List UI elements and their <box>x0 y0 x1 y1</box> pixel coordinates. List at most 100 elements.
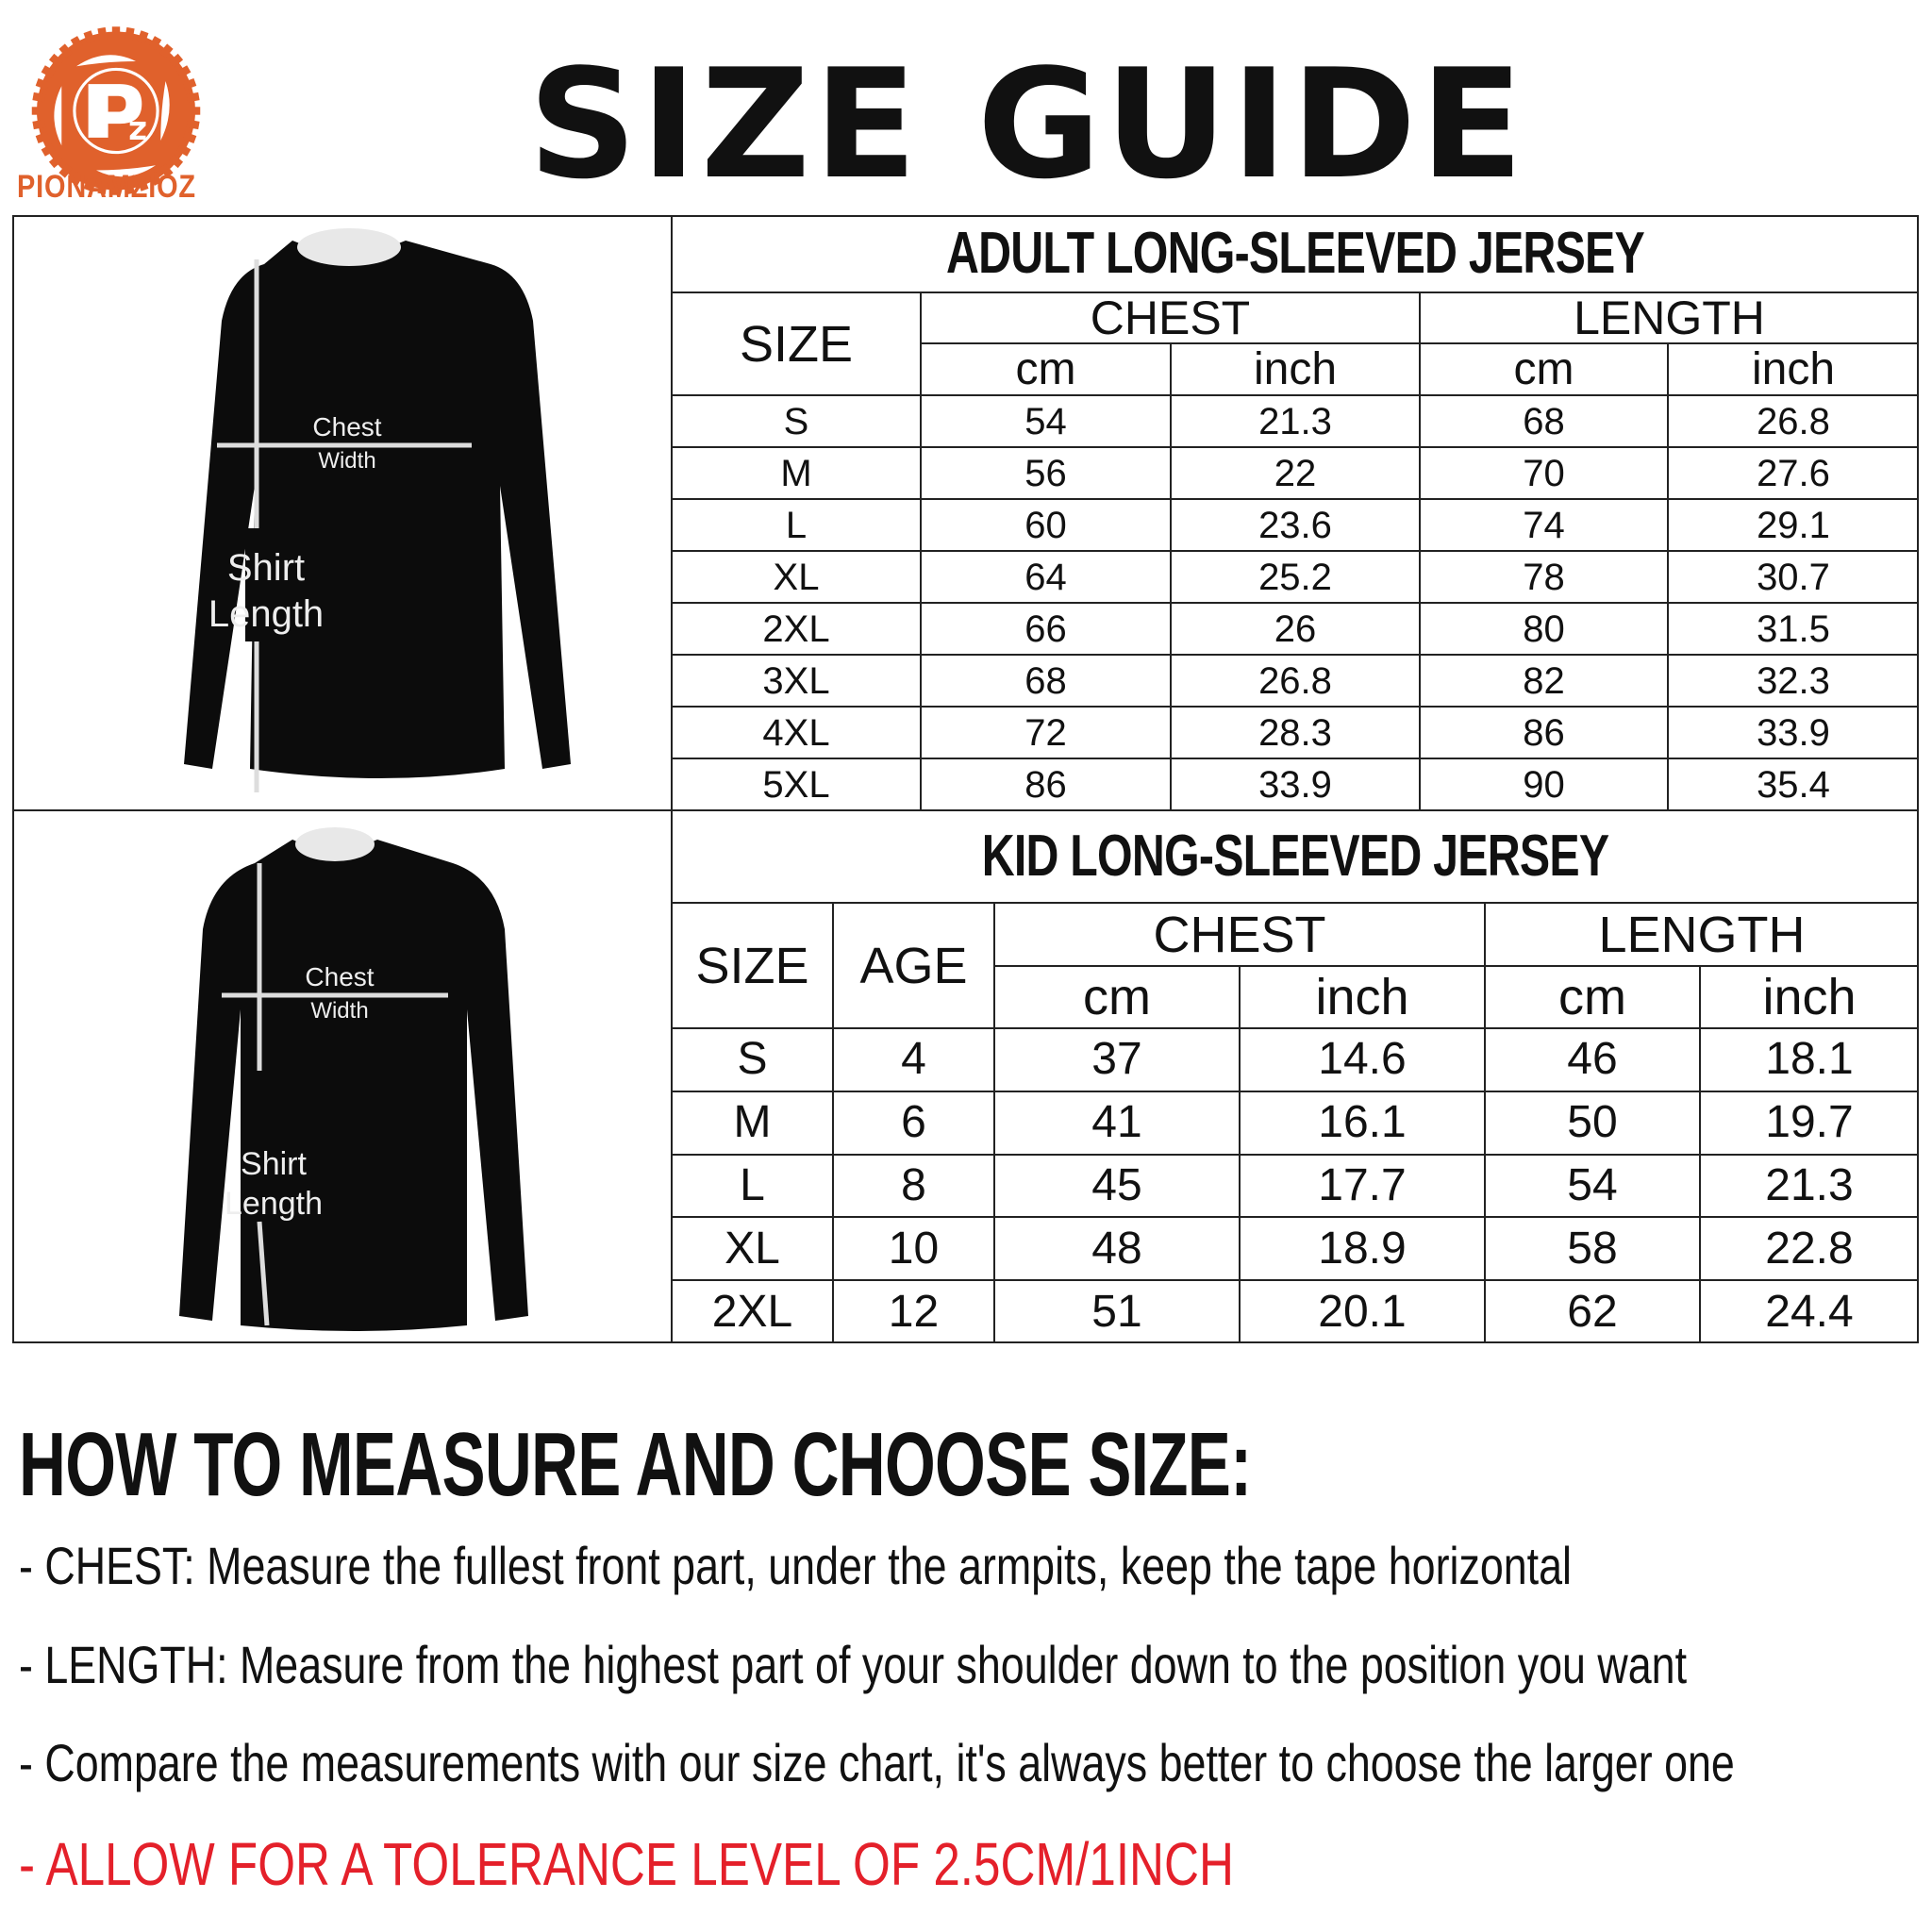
kid-chest-width-label-2: Width <box>310 998 368 1024</box>
kid-cell: 19.7 <box>1765 1097 1854 1148</box>
brand-name: PIONAMZIOZ <box>17 169 196 205</box>
divider <box>1667 343 1669 810</box>
adult-cell: 54 <box>1024 400 1067 442</box>
kid-cell: 24.4 <box>1765 1286 1854 1337</box>
monogram-z-icon <box>129 122 146 140</box>
kid-cell: 18.9 <box>1318 1223 1407 1274</box>
chest-width-label-2: Width <box>318 448 375 474</box>
adult-cell: 28.3 <box>1258 711 1332 754</box>
kid-cell: 46 <box>1567 1034 1618 1085</box>
adult-cell: 80 <box>1523 608 1565 650</box>
kid-header-cm: cm <box>1083 969 1151 1025</box>
kid-shirt-icon <box>179 840 528 1331</box>
adult-cell: 60 <box>1024 504 1067 546</box>
adult-table-title: ADULT LONG-SLEEVED JERSEY <box>945 221 1645 286</box>
divider <box>672 446 1919 448</box>
kid-cell: 16.1 <box>1318 1097 1407 1148</box>
kid-cell: 51 <box>1091 1286 1142 1337</box>
adult-cell: 31.5 <box>1757 608 1830 650</box>
divider <box>12 809 1919 811</box>
adult-cell: 27.6 <box>1757 452 1830 494</box>
adult-cell: 33.9 <box>1258 763 1332 806</box>
adult-cell: 90 <box>1523 763 1565 806</box>
adult-cell: 86 <box>1523 711 1565 754</box>
kid-shirt-diagram: Chest Width Shirt Length <box>179 827 528 1331</box>
adult-cell: 26.8 <box>1757 400 1830 442</box>
adult-cell: 26 <box>1274 608 1317 650</box>
kid-cell: 21.3 <box>1765 1159 1854 1210</box>
chest-instruction-label: - CHEST: <box>19 1536 195 1595</box>
kid-cell: 41 <box>1091 1097 1142 1148</box>
kid-cell: 37 <box>1091 1034 1142 1085</box>
adult-cell: 82 <box>1523 659 1565 702</box>
kid-cell: 17.7 <box>1318 1159 1407 1210</box>
adult-cell: M <box>780 452 812 494</box>
adult-cell: 3XL <box>762 659 830 702</box>
adult-cell: 86 <box>1024 763 1067 806</box>
kid-cell: 54 <box>1567 1159 1618 1210</box>
adult-cell: 22 <box>1274 452 1317 494</box>
adult-cell: S <box>783 400 809 442</box>
adult-header-size: SIZE <box>739 315 854 373</box>
howto-heading: HOW TO MEASURE AND CHOOSE SIZE: <box>19 1414 1252 1515</box>
kid-cell: 2XL <box>711 1286 793 1337</box>
divider <box>672 498 1919 500</box>
divider <box>672 1153 1919 1156</box>
chest-instruction: - CHEST: Measure the fullest front part,… <box>19 1536 1572 1596</box>
adult-cell: 25.2 <box>1258 556 1332 598</box>
kid-cell: 12 <box>888 1286 940 1337</box>
adult-cell: 33.9 <box>1757 711 1830 754</box>
divider <box>672 706 1919 708</box>
adult-cell: 5XL <box>762 763 830 806</box>
adult-cell: 30.7 <box>1757 556 1830 598</box>
adult-cell: 68 <box>1024 659 1067 702</box>
kid-header-cm: cm <box>1558 969 1626 1025</box>
kid-cell: S <box>737 1034 768 1085</box>
kid-cell: 8 <box>901 1159 926 1210</box>
kid-header-inch: inch <box>1762 969 1857 1025</box>
kid-cell: 6 <box>901 1097 926 1148</box>
kid-cell: 62 <box>1567 1286 1618 1337</box>
divider <box>672 902 1919 904</box>
adult-cell: 2XL <box>762 608 830 650</box>
adult-header-inch: inch <box>1751 343 1836 394</box>
divider <box>993 903 995 1343</box>
divider <box>672 1090 1919 1092</box>
divider <box>672 394 1919 396</box>
adult-cell: 70 <box>1523 452 1565 494</box>
kid-shirt-length-label-2: Length <box>225 1186 323 1222</box>
divider <box>672 1027 1919 1029</box>
adult-shirt-icon <box>184 241 571 778</box>
adult-cell: 23.6 <box>1258 504 1332 546</box>
kid-cell: XL <box>724 1223 780 1274</box>
adult-cell: XL <box>773 556 820 598</box>
adult-cell: 64 <box>1024 556 1067 598</box>
adult-header-length: LENGTH <box>1574 291 1765 344</box>
kid-cell: M <box>733 1097 772 1148</box>
kid-cell: 50 <box>1567 1097 1618 1148</box>
kid-header-size: SIZE <box>695 937 809 994</box>
kid-cell: L <box>740 1159 765 1210</box>
kid-header-age: AGE <box>859 937 968 994</box>
length-instruction-label: - LENGTH: <box>19 1635 228 1694</box>
adult-shirt-diagram: Chest Width Shirt Length <box>184 228 571 792</box>
shirt-length-label-2: Length <box>208 593 324 635</box>
kid-cell: 18.1 <box>1765 1034 1854 1085</box>
chest-instruction-text: Measure the fullest front part, under th… <box>207 1536 1573 1595</box>
adult-header-inch: inch <box>1253 343 1338 394</box>
adult-cell: 72 <box>1024 711 1067 754</box>
chest-width-label: Chest <box>312 412 381 441</box>
divider <box>672 291 1919 293</box>
kid-cell: 20.1 <box>1318 1286 1407 1337</box>
adult-cell: 66 <box>1024 608 1067 650</box>
adult-cell: 32.3 <box>1757 659 1830 702</box>
kid-chest-width-label: Chest <box>305 962 374 991</box>
divider <box>672 550 1919 552</box>
kid-header-inch: inch <box>1315 969 1409 1025</box>
divider <box>672 758 1919 759</box>
adult-cell: 4XL <box>762 711 830 754</box>
adult-header-cm: cm <box>1015 343 1076 394</box>
kid-cell: 58 <box>1567 1223 1618 1274</box>
adult-cell: 56 <box>1024 452 1067 494</box>
monogram-p-icon <box>88 84 142 138</box>
